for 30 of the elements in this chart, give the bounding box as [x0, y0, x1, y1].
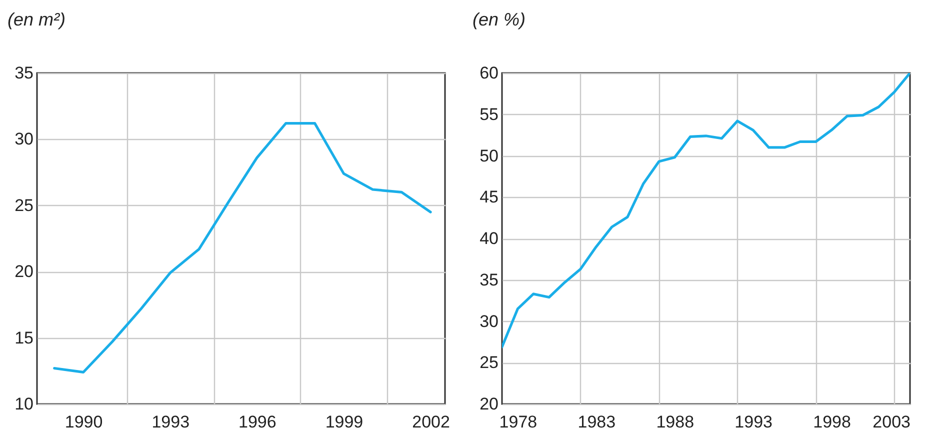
y-tick-label: 35: [480, 270, 498, 290]
y-axis-title: (en m²): [8, 10, 66, 30]
line-series: [502, 73, 910, 348]
y-tick-label: 30: [480, 312, 498, 331]
y-tick-label: 25: [480, 353, 498, 372]
y-tick-label: 50: [480, 146, 498, 166]
x-tick-label: 1996: [238, 412, 276, 432]
y-tick-label: 25: [14, 196, 34, 215]
y-tick-label: 30: [14, 130, 34, 149]
x-tick-label: 1999: [325, 412, 364, 432]
x-tick-label: 1993: [152, 412, 190, 432]
x-tick-label: 1978: [499, 412, 538, 432]
line-series: [53, 122, 432, 374]
x-tick-label: 1983: [578, 412, 616, 432]
y-axis-title: (en %): [472, 10, 526, 30]
x-tick-label: 2003: [872, 412, 910, 432]
y-tick-label: 15: [14, 328, 34, 348]
y-tick-label: 55: [480, 104, 498, 124]
y-tick-label: 20: [14, 262, 34, 282]
x-tick-label: 2002: [412, 412, 450, 432]
x-tick-label: 1993: [734, 412, 772, 432]
x-tick-label: 1988: [656, 412, 694, 432]
y-tick-label: 10: [14, 394, 34, 414]
x-tick-label: 1998: [813, 412, 851, 432]
y-tick-label: 60: [480, 64, 498, 82]
y-tick-label: 40: [480, 229, 498, 248]
x-tick-label: 1990: [64, 412, 103, 432]
y-tick-label: 35: [14, 64, 34, 82]
y-tick-label: 20: [480, 394, 498, 414]
y-tick-label: 45: [480, 188, 498, 207]
